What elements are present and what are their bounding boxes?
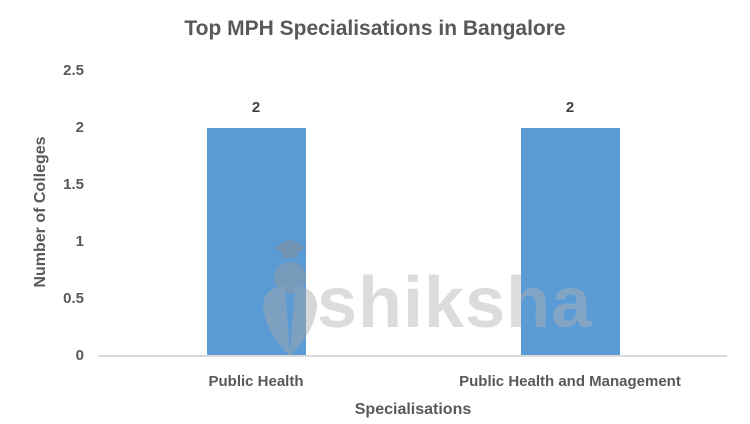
y-tick-1-5: 1.5 <box>63 176 84 193</box>
y-tick-0: 0 <box>75 347 84 364</box>
bar-public-health-and-management <box>521 128 620 356</box>
x-tick-public-health-and-management: Public Health and Management <box>459 373 681 390</box>
bar-public-health <box>207 128 306 356</box>
x-axis-line <box>98 355 727 357</box>
bar-value-label-2: 2 <box>565 99 575 116</box>
x-axis-label: Specialisations <box>354 401 472 418</box>
y-tick-2: 2 <box>75 119 84 136</box>
bar-value-label-1: 2 <box>251 99 261 116</box>
y-tick-2-5: 2.5 <box>63 62 84 79</box>
y-axis-label: Number of Colleges <box>32 136 49 288</box>
chart-title: Top MPH Specialisations in Bangalore <box>184 17 566 40</box>
x-tick-public-health: Public Health <box>208 373 304 390</box>
y-tick-1: 1 <box>75 233 84 250</box>
y-tick-0-5: 0.5 <box>63 290 84 307</box>
